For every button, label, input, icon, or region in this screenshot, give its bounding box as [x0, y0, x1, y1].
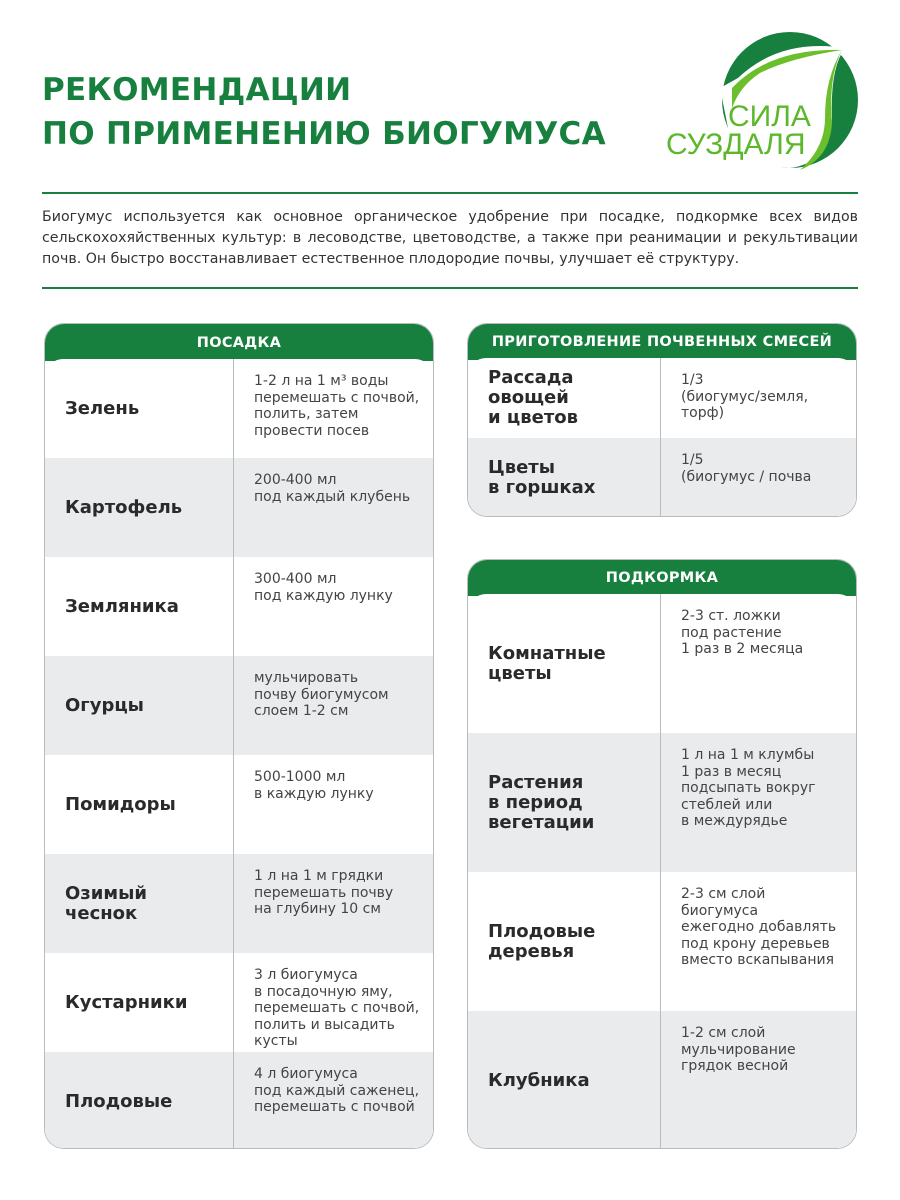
- table-row: Картофель 200-400 мл под каждый клубень: [45, 458, 433, 557]
- crop-name: Озимый чеснок: [45, 854, 234, 953]
- crop-name: Цветы в горшках: [468, 438, 661, 516]
- dosage: 1/3 (биогумус/земля, торф): [681, 372, 809, 421]
- crop-name: Растения в период вегетации: [468, 733, 661, 872]
- dosage: 300-400 мл под каждую лунку: [254, 571, 393, 604]
- dosage: 500-1000 мл в каждую лунку: [254, 769, 374, 802]
- table-row: Цветы в горшках 1/5 (биогумус / почва: [468, 438, 856, 516]
- table-header: ПОСАДКА: [45, 324, 433, 361]
- crop-name: Плодовые: [45, 1052, 234, 1148]
- table-row: Плодовые 4 л биогумуса под каждый саженец…: [45, 1052, 433, 1148]
- logo: СИЛА СУЗДАЛЯ: [666, 32, 858, 170]
- crop-name: Огурцы: [45, 656, 234, 755]
- dosage: 1-2 л на 1 м³ воды перемешать с почвой, …: [254, 373, 420, 439]
- crop-name: Плодовые деревья: [468, 872, 661, 1011]
- table-row: Кустарники 3 л биогумуса в посадочную яму…: [45, 953, 433, 1052]
- table-row: Комнатные цветы 2-3 ст. ложки под растени…: [468, 594, 856, 733]
- table-row: Плодовые деревья 2-3 см слой биогумуса еж…: [468, 872, 856, 1011]
- table-header: ПОДКОРМКА: [468, 560, 856, 596]
- table-body: Рассада овощей и цветов 1/3 (биогумус/зем…: [468, 358, 856, 516]
- feeding-table: ПОДКОРМКА Комнатные цветы 2-3 ст. ложки по…: [467, 559, 857, 1149]
- table-row: Клубника 1-2 см слой мульчирование грядок…: [468, 1011, 856, 1148]
- planting-table: ПОСАДКА Зелень 1-2 л на 1 м³ воды перемеша…: [44, 323, 434, 1149]
- divider-top: [42, 192, 858, 194]
- dosage: 200-400 мл под каждый клубень: [254, 472, 411, 505]
- dosage: 1/5 (биогумус / почва: [681, 452, 812, 485]
- table-row: Земляника 300-400 мл под каждую лунку: [45, 557, 433, 656]
- dosage: 2-3 см слой биогумуса ежегодно добавлять…: [681, 886, 837, 968]
- table-row: Помидоры 500-1000 мл в каждую лунку: [45, 755, 433, 854]
- dosage: 2-3 ст. ложки под растение 1 раз в 2 мес…: [681, 608, 804, 657]
- crop-name: Зелень: [45, 359, 234, 458]
- dosage: мульчировать почву биогумусом слоем 1-2 …: [254, 670, 389, 719]
- table-row: Зелень 1-2 л на 1 м³ воды перемешать с по…: [45, 359, 433, 458]
- dosage: 4 л биогумуса под каждый саженец, переме…: [254, 1066, 420, 1115]
- crop-name: Земляника: [45, 557, 234, 656]
- divider-bottom: [42, 287, 858, 289]
- dosage: 3 л биогумуса в посадочную яму, перемеша…: [254, 967, 420, 1049]
- table-row: Озимый чеснок 1 л на 1 м грядки перемешат…: [45, 854, 433, 953]
- crop-name: Комнатные цветы: [468, 594, 661, 733]
- soil-mixes-table: ПРИГОТОВЛЕНИЕ ПОЧВЕННЫХ СМЕСЕЙ Рассада ов…: [467, 323, 857, 517]
- page-title: РЕКОМЕНДАЦИИ ПО ПРИМЕНЕНИЮ БИОГУМУСА: [42, 68, 606, 156]
- dosage: 1 л на 1 м клумбы 1 раз в месяц подсыпат…: [681, 747, 816, 829]
- table-row: Растения в период вегетации 1 л на 1 м кл…: [468, 733, 856, 872]
- table-body: Зелень 1-2 л на 1 м³ воды перемешать с по…: [45, 359, 433, 1148]
- title-line-2: ПО ПРИМЕНЕНИЮ БИОГУМУСА: [42, 116, 606, 152]
- dosage: 1-2 см слой мульчирование грядок весной: [681, 1025, 796, 1074]
- crop-name: Помидоры: [45, 755, 234, 854]
- logo-text-1: СИЛА: [728, 100, 811, 133]
- title-line-1: РЕКОМЕНДАЦИИ: [42, 72, 352, 108]
- crop-name: Кустарники: [45, 953, 234, 1052]
- intro-text: Биогумус используется как основное орган…: [42, 209, 858, 267]
- table-header: ПРИГОТОВЛЕНИЕ ПОЧВЕННЫХ СМЕСЕЙ: [468, 324, 856, 360]
- logo-text-2: СУЗДАЛЯ: [666, 128, 806, 161]
- crop-name: Рассада овощей и цветов: [468, 358, 661, 438]
- dosage: 1 л на 1 м грядки перемешать почву на гл…: [254, 868, 394, 917]
- table-body: Комнатные цветы 2-3 ст. ложки под растени…: [468, 594, 856, 1148]
- crop-name: Картофель: [45, 458, 234, 557]
- crop-name: Клубника: [468, 1011, 661, 1148]
- table-row: Рассада овощей и цветов 1/3 (биогумус/зем…: [468, 358, 856, 438]
- table-row: Огурцы мульчировать почву биогумусом слое…: [45, 656, 433, 755]
